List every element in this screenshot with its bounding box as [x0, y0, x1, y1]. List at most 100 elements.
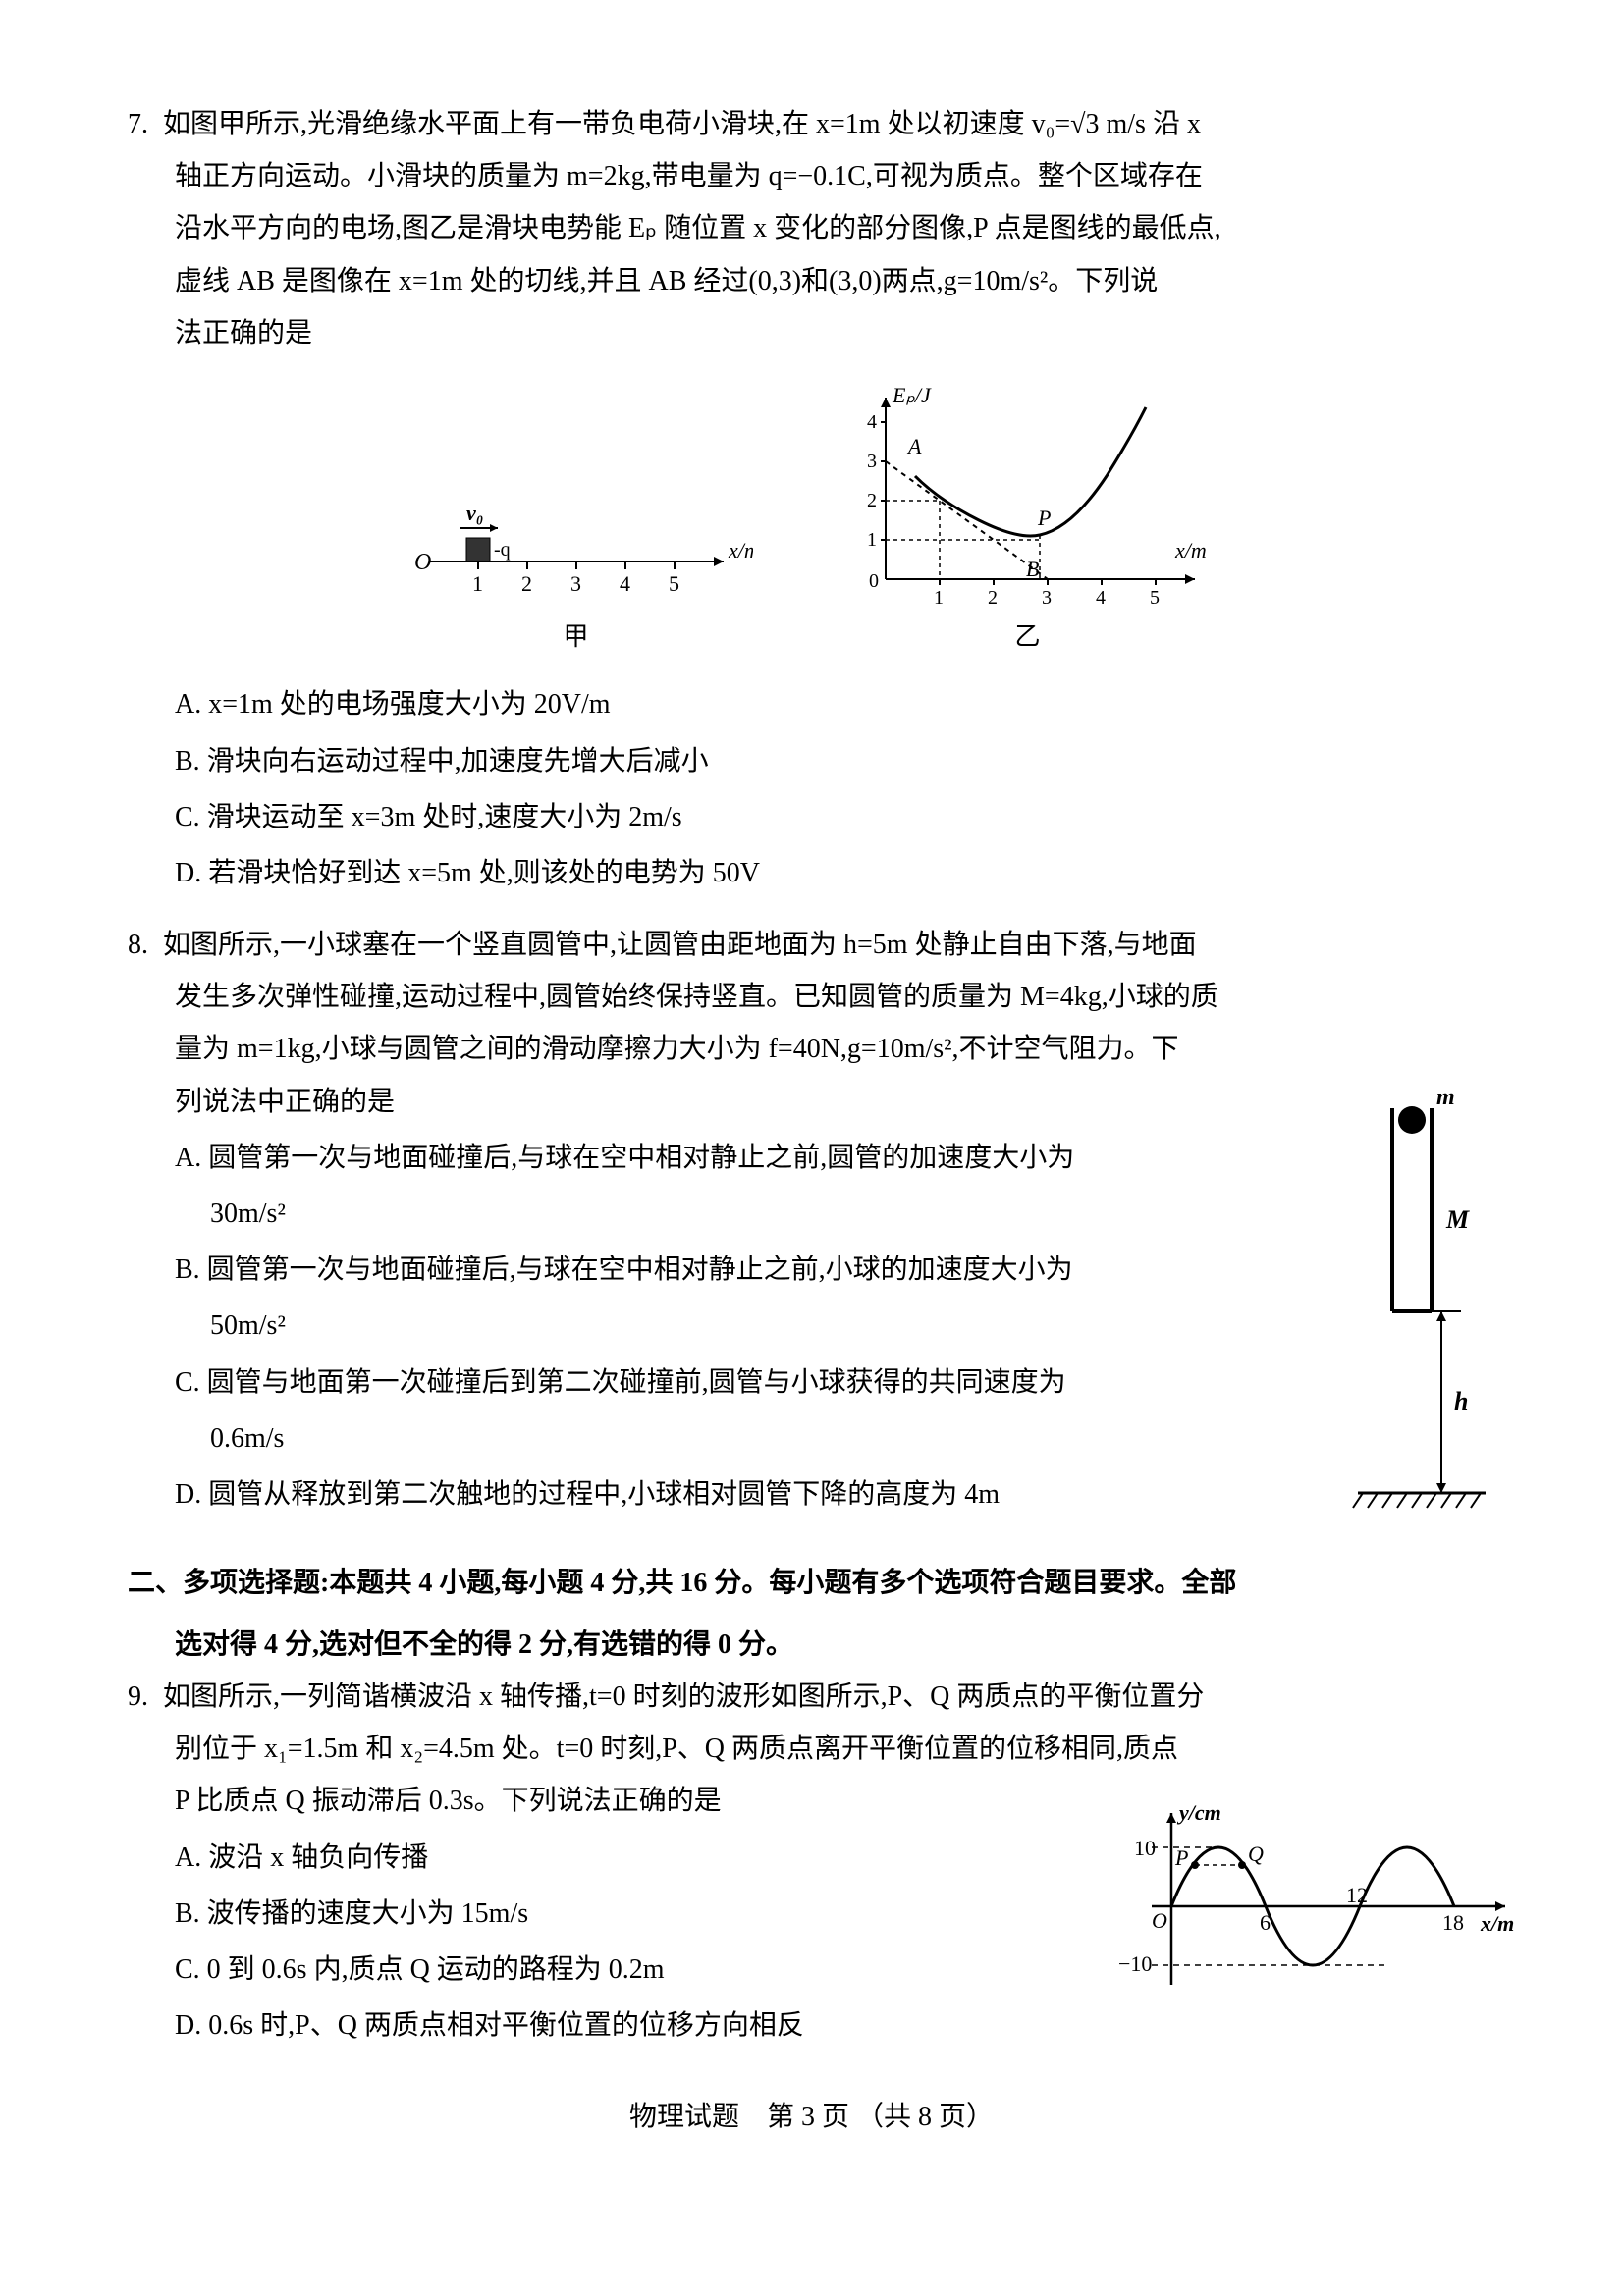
section-2-title: 二、多项选择题:本题共 4 小题,每小题 4 分,共 16 分。每小题有多个选项… [128, 1557, 1495, 1609]
point-a-label: A [906, 434, 922, 458]
section-2-l2: 选对得 4 分,选对但不全的得 2 分,有选错的得 0 分。 [128, 1619, 1495, 1671]
q7-l4: 虚线 AB 是图像在 x=1m 处的切线,并且 AB 经过(0,3)和(3,0)… [128, 255, 1495, 307]
y-axis-label: Eₚ/J [892, 383, 932, 407]
y-label: y/cm [1176, 1800, 1221, 1825]
y-bot: −10 [1118, 1951, 1152, 1976]
x4: 4 [1096, 587, 1106, 609]
x-axis-label: x/m [1174, 538, 1207, 562]
tick-5: 5 [669, 571, 679, 596]
hatch-icon [1382, 1493, 1392, 1508]
q9-l1: 如图所示,一列简谐横波沿 x 轴传播,t=0 时刻的波形如图所示,P、Q 两质点… [163, 1682, 1204, 1712]
x3: 3 [1042, 587, 1052, 609]
origin: O [1152, 1908, 1167, 1933]
arrowhead-icon [490, 524, 498, 532]
q9-stem: 9.如图所示,一列简谐横波沿 x 轴传播,t=0 时刻的波形如图所示,P、Q 两… [128, 1671, 1495, 1723]
q7-fig1-label: 甲 [400, 613, 753, 661]
arrowhead-icon [1185, 574, 1195, 584]
q9-fig-svg: y/cm x/m O 10 −10 6 12 18 P Q [1093, 1798, 1525, 2014]
q8-opt-d: D. 圆管从释放到第二次触地的过程中,小球相对圆管下降的高度为 4m [128, 1468, 1495, 1521]
x-label: x/m [1480, 1911, 1514, 1936]
question-8: 8.如图所示,一小球塞在一个竖直圆管中,让圆管由距地面为 h=5m 处静止自由下… [128, 919, 1495, 1532]
q8-stem: 8.如图所示,一小球塞在一个竖直圆管中,让圆管由距地面为 h=5m 处静止自由下… [128, 919, 1495, 971]
y0: 0 [869, 570, 879, 592]
v0-label: v₀ [466, 501, 483, 525]
q7-fig2: Eₚ/J x/m 0 1 2 3 4 1 2 [832, 383, 1224, 661]
m-label: m [1436, 1085, 1455, 1110]
q8-opt-c2: 0.6m/s [128, 1413, 1495, 1465]
q8-l3: 量为 m=1kg,小球与圆管之间的滑动摩擦力大小为 f=40N,g=10m/s²… [128, 1023, 1495, 1075]
q-label: -q [494, 539, 511, 561]
x-axis-label: x/m [728, 538, 753, 562]
point-p-label: P [1037, 506, 1051, 530]
tick-2: 2 [521, 571, 532, 596]
question-7: 7.如图甲所示,光滑绝缘水平面上有一带负电荷小滑块,在 x=1m 处以初速度 v… [128, 98, 1495, 899]
page-footer: 物理试题 第 3 页 （共 8 页） [128, 2091, 1495, 2143]
origin-label: O [414, 550, 431, 575]
M-label: M [1445, 1205, 1470, 1234]
q7-fig1-svg: O x/m 1 2 3 4 5 v₀ [400, 481, 753, 609]
y4: 4 [867, 411, 877, 433]
hatch-icon [1456, 1493, 1466, 1508]
h-label: h [1454, 1387, 1468, 1415]
q7-fig2-svg: Eₚ/J x/m 0 1 2 3 4 1 2 [832, 383, 1224, 609]
q8-l1: 如图所示,一小球塞在一个竖直圆管中,让圆管由距地面为 h=5m 处静止自由下落,… [163, 930, 1197, 960]
q8-opt-b1: B. 圆管第一次与地面碰撞后,与球在空中相对静止之前,小球的加速度大小为 [128, 1244, 1495, 1296]
q8-l4: 列说法中正确的是 [128, 1076, 1495, 1128]
y2: 2 [867, 490, 877, 511]
arrowhead-icon [1436, 1311, 1446, 1321]
block-icon [466, 538, 490, 561]
q8-opt-a1: A. 圆管第一次与地面碰撞后,与球在空中相对静止之前,圆管的加速度大小为 [128, 1132, 1495, 1184]
p-label: P [1174, 1845, 1188, 1870]
q-label: Q [1248, 1842, 1264, 1866]
q8-opt-a2: 30m/s² [128, 1188, 1495, 1240]
q8-number: 8. [128, 919, 163, 971]
hatch-icon [1412, 1493, 1422, 1508]
arrowhead-icon [1166, 1813, 1176, 1823]
tick-4: 4 [620, 571, 630, 596]
y1: 1 [867, 529, 877, 551]
q8-fig-svg: m M h [1348, 1081, 1495, 1532]
q8-l2: 发生多次弹性碰撞,运动过程中,圆管始终保持竖直。已知圆管的质量为 M=4kg,小… [128, 971, 1495, 1023]
q7-number: 7. [128, 98, 163, 150]
hatch-icon [1397, 1493, 1407, 1508]
q8-opt-c1: C. 圆管与地面第一次碰撞后到第二次碰撞前,圆管与小球获得的共同速度为 [128, 1357, 1495, 1409]
x1: 1 [934, 587, 944, 609]
question-9: 9.如图所示,一列简谐横波沿 x 轴传播,t=0 时刻的波形如图所示,P、Q 两… [128, 1671, 1495, 2052]
hatch-icon [1471, 1493, 1481, 1508]
hatch-icon [1441, 1493, 1451, 1508]
q7-l1: 如图甲所示,光滑绝缘水平面上有一带负电荷小滑块,在 x=1m 处以初速度 v₀=… [163, 109, 1201, 139]
y3: 3 [867, 451, 877, 472]
q7-opt-b: B. 滑块向右运动过程中,加速度先增大后减小 [128, 735, 1495, 787]
x6: 6 [1260, 1910, 1271, 1935]
point-b-label: B [1026, 557, 1039, 581]
arrowhead-icon [1495, 1901, 1505, 1911]
tick-1: 1 [472, 571, 483, 596]
q8-figure: m M h [1348, 1081, 1495, 1532]
q7-opt-a: A. x=1m 处的电场强度大小为 20V/m [128, 678, 1495, 730]
q7-l2: 轴正方向运动。小滑块的质量为 m=2kg,带电量为 q=−0.1C,可视为质点。… [128, 150, 1495, 202]
q7-fig2-label: 乙 [832, 613, 1224, 661]
tangent-line [886, 461, 1048, 579]
hatch-icon [1427, 1493, 1436, 1508]
x5: 5 [1150, 587, 1160, 609]
q9-figure: y/cm x/m O 10 −10 6 12 18 P Q [1093, 1798, 1525, 2014]
arrowhead-icon [714, 557, 724, 566]
q7-l5: 法正确的是 [128, 307, 1495, 359]
ep-curve [915, 407, 1146, 536]
hatch-icon [1353, 1493, 1363, 1508]
x2: 2 [988, 587, 998, 609]
tick-3: 3 [570, 571, 581, 596]
q8-opt-b2: 50m/s² [128, 1300, 1495, 1352]
q7-opt-c: C. 滑块运动至 x=3m 处时,速度大小为 2m/s [128, 791, 1495, 843]
x18: 18 [1442, 1910, 1464, 1935]
q9-number: 9. [128, 1671, 163, 1723]
q7-figures: O x/m 1 2 3 4 5 v₀ [128, 383, 1495, 661]
ball-icon [1398, 1106, 1426, 1134]
q9-l2: 别位于 x₁=1.5m 和 x₂=4.5m 处。t=0 时刻,P、Q 两质点离开… [128, 1723, 1495, 1775]
x12: 12 [1346, 1883, 1368, 1907]
q7-fig1: O x/m 1 2 3 4 5 v₀ [400, 481, 753, 661]
q7-l3: 沿水平方向的电场,图乙是滑块电势能 Eₚ 随位置 x 变化的部分图像,P 点是图… [128, 202, 1495, 254]
q7-stem: 7.如图甲所示,光滑绝缘水平面上有一带负电荷小滑块,在 x=1m 处以初速度 v… [128, 98, 1495, 150]
hatch-icon [1368, 1493, 1378, 1508]
section-2-l1: 二、多项选择题:本题共 4 小题,每小题 4 分,共 16 分。每小题有多个选项… [128, 1568, 1236, 1598]
